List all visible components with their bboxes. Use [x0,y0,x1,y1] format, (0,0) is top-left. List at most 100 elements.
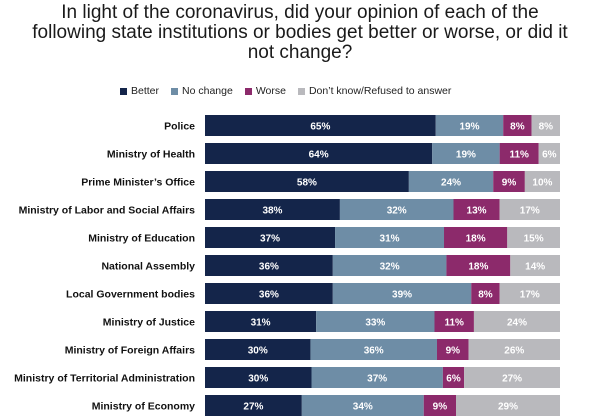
data-label: 11% [509,150,529,161]
data-label: 32% [380,262,400,273]
legend-swatch [297,87,305,95]
bar-segment [316,311,435,332]
legend-label: Don’t know/Refused to answer [308,85,452,97]
data-label: 6% [542,150,557,161]
chart-title: In light of the coronavirus, did your op… [32,2,568,63]
bar-segment [432,143,500,164]
bar-segment [507,227,560,248]
bar-segment [205,143,433,164]
bar-segment [408,171,494,192]
bar-segment [205,395,302,416]
data-label: 30% [248,346,268,357]
data-label: 26% [504,346,524,357]
category-label: Ministry of Economy [92,401,195,413]
category-label: National Assembly [101,261,195,273]
bar-segment [435,115,504,136]
data-label: 33% [365,318,385,329]
bar-segment [503,115,532,136]
category-label: Ministry of Justice [103,317,195,329]
legend-label: Better [131,85,160,97]
bar-segment [446,255,511,276]
bar-segment [442,367,465,388]
bar-segment [205,283,333,304]
bar-segment [453,199,500,220]
category-label: Local Government bodies [66,289,195,301]
bar-segment [538,143,560,164]
bar-segment [471,283,500,304]
data-label: 32% [387,206,407,217]
data-label: 13% [467,206,487,217]
data-label: 36% [259,262,279,273]
data-label: 31% [251,318,271,329]
data-label: 17% [520,206,540,217]
data-label: 8% [539,122,554,133]
bar-segment [436,339,469,360]
data-label: 9% [433,402,448,413]
bar-segment [499,143,539,164]
data-label: 19% [456,150,476,161]
bar-segment [205,171,409,192]
bar-segment [205,255,333,276]
data-label: 24% [507,318,527,329]
legend-item: Better [120,85,159,97]
bar-segment [311,367,443,388]
data-label: 18% [468,262,488,273]
bar-segment [205,115,436,136]
data-label: 9% [502,178,517,189]
bar-segment [456,395,560,416]
data-label: 58% [297,178,317,189]
category-label: Police [164,121,195,133]
legend-label: Worse [255,85,286,97]
data-label: 11% [444,318,464,329]
bar-segment [205,311,317,332]
category-label: Ministry of Territorial Administration [14,373,195,385]
bar-segment [339,199,454,220]
data-label: 36% [259,290,279,301]
bar-segment [434,311,474,332]
category-label: Ministry of Education [88,233,195,245]
data-label: 17% [520,290,540,301]
category-label: Ministry of Foreign Affairs [65,345,195,357]
category-label: Ministry of Health [107,149,195,161]
data-label: 37% [367,374,387,385]
legend-swatch [120,87,127,95]
data-label: 14% [525,262,545,273]
bar-segment [301,395,424,416]
data-label: 9% [446,346,461,357]
bar-segment [464,367,560,388]
data-label: 37% [260,234,280,245]
data-label: 38% [262,206,282,217]
legend-label: No change [182,85,233,97]
data-label: 31% [380,234,400,245]
legend-item: Worse [244,85,286,97]
bar-segment [524,171,560,192]
data-label: 8% [478,290,493,301]
category-label: Ministry of Labor and Social Affairs [19,205,196,217]
bar-segment [493,171,525,192]
data-label: 19% [459,122,479,133]
data-label: 18% [466,234,486,245]
data-label: 24% [441,178,461,189]
data-label: 39% [392,290,412,301]
data-label: 65% [310,122,330,133]
bar-segment [310,339,437,360]
bar-segment [205,367,312,388]
bar-segment [332,255,447,276]
bar-segment [510,255,560,276]
bar-segment [205,227,336,248]
data-label: 15% [524,234,544,245]
bar-segment [444,227,508,248]
bar-segment [335,227,445,248]
data-label: 27% [243,402,263,413]
data-label: 34% [353,402,373,413]
legend-swatch [244,87,252,95]
legend: Better No change Worse Don’t know/Refused t… [120,84,463,98]
bar-segment [205,339,311,360]
data-label: 6% [446,374,461,385]
data-label: 10% [532,178,552,189]
bar-segment [332,283,472,304]
data-label: 29% [498,402,518,413]
bar-segment [499,199,560,220]
